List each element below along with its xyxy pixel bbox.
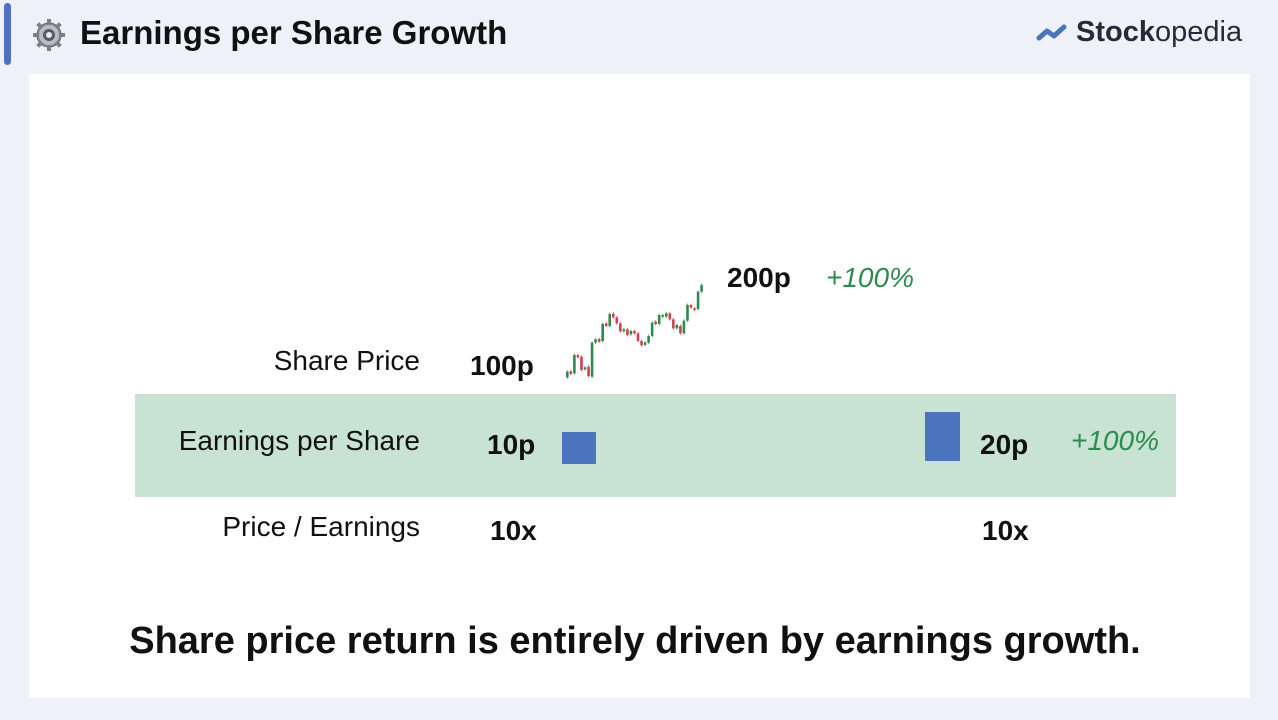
candle-body xyxy=(611,313,615,318)
candle-body xyxy=(689,305,693,308)
share-price-end: 200p xyxy=(727,262,791,293)
summary-statement: Share price return is entirely driven by… xyxy=(129,620,1141,662)
header-accent-bar xyxy=(4,3,11,65)
candle-body xyxy=(636,333,640,341)
candle-body xyxy=(647,336,650,343)
candle-body xyxy=(573,355,576,374)
stockopedia-logo: Stockopedia xyxy=(1036,16,1242,49)
eps-highlight-band xyxy=(135,394,1176,497)
candle-body xyxy=(576,355,580,358)
candle-body xyxy=(566,371,569,378)
pe-end: 10x xyxy=(982,515,1029,546)
candle-body xyxy=(615,317,619,324)
logo-trend-icon xyxy=(1036,24,1067,40)
candle-body xyxy=(661,315,665,317)
candle-body xyxy=(583,367,587,370)
candle-body xyxy=(597,339,601,342)
candle-body xyxy=(643,342,647,345)
candle-body xyxy=(657,315,661,324)
candle-body xyxy=(650,322,654,336)
candle-body xyxy=(686,305,689,321)
candle-body xyxy=(619,323,622,332)
share-price-start: 100p xyxy=(470,350,534,381)
logo-text-bold: Stock xyxy=(1076,16,1155,48)
eps-start: 10p xyxy=(487,429,536,460)
candle-body xyxy=(629,331,633,335)
candle-body xyxy=(594,339,597,343)
candle-body xyxy=(587,366,590,376)
eps-start-bar xyxy=(562,432,596,464)
candle-body xyxy=(633,331,636,334)
share-price-label: Share Price xyxy=(273,345,420,376)
slide-card xyxy=(29,74,1250,698)
candle-body xyxy=(682,320,686,334)
eps-change: +100% xyxy=(1071,425,1159,456)
candle-body xyxy=(604,323,608,326)
page-title: Earnings per Share Growth xyxy=(80,14,508,51)
eps-end: 20p xyxy=(980,429,1029,460)
candle-body xyxy=(622,329,626,332)
eps-end-bar xyxy=(925,412,960,461)
candle-body xyxy=(608,314,612,326)
candle-body xyxy=(654,321,657,324)
candle-body xyxy=(668,313,672,320)
candle-body xyxy=(696,291,700,309)
eps-label: Earnings per Share xyxy=(178,425,420,456)
candle-body xyxy=(569,371,573,374)
candle-body xyxy=(664,313,668,317)
candle-body xyxy=(700,285,703,292)
candle-body xyxy=(675,325,679,329)
candle-body xyxy=(601,324,604,341)
gear-icon xyxy=(33,19,65,51)
candle-body xyxy=(590,342,594,377)
candle-body xyxy=(672,319,675,329)
logo-text-regular: opedia xyxy=(1154,16,1243,48)
pe-label: Price / Earnings xyxy=(222,511,420,542)
candle-body xyxy=(640,341,643,346)
candle-body xyxy=(679,326,682,334)
candle-body xyxy=(626,329,629,335)
share-price-change: +100% xyxy=(826,262,914,293)
pe-start: 10x xyxy=(490,515,537,546)
candle-body xyxy=(580,356,583,370)
candle-body xyxy=(693,308,696,310)
